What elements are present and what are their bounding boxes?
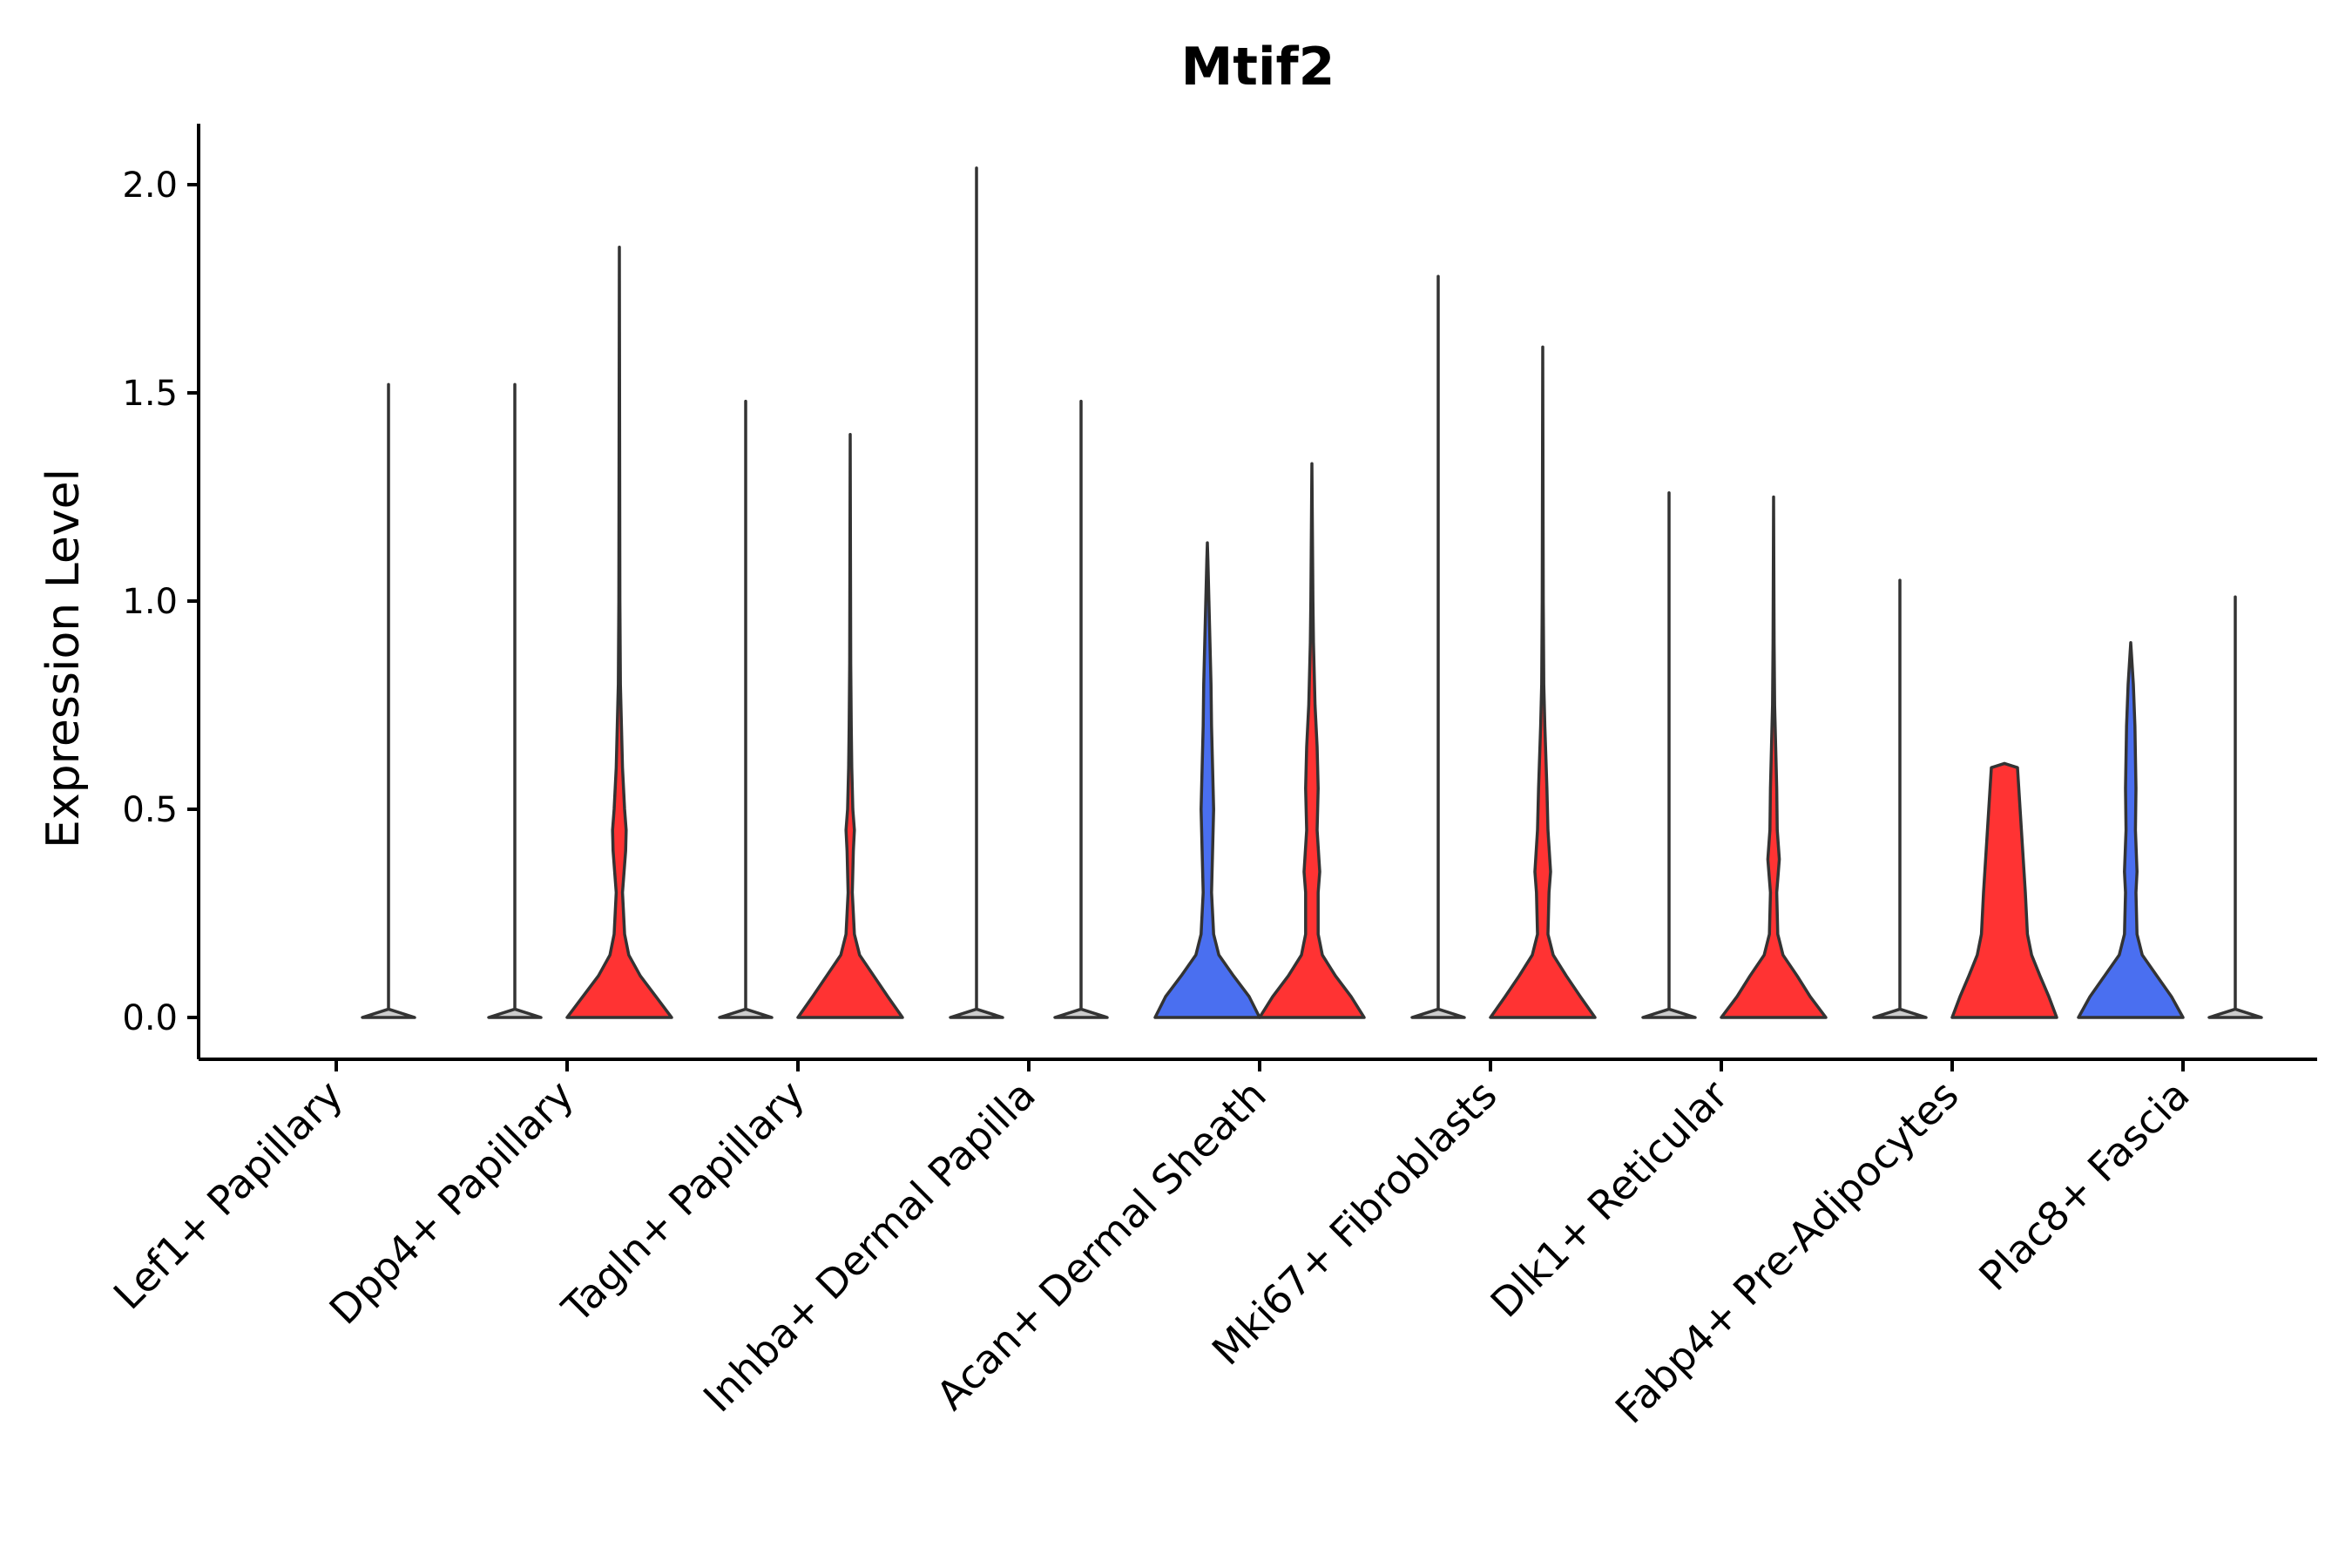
violin-group1 [1641,490,1697,1019]
violin-group1 [487,382,543,1019]
violin-group2 [1053,399,1109,1019]
x-tick-label: Plac8+ Fascia [1970,1071,2198,1300]
violin-group2 [361,382,416,1019]
y-axis: 0.0 0.5 1.0 1.5 2.0 [122,124,200,1059]
x-tick-label: Dpp4+ Papillary [321,1071,583,1334]
violin-group1 [1410,274,1466,1019]
violin-group2 [1489,345,1597,1019]
chart-title: Mtif2 [1181,37,1335,98]
y-tick-label: 1.0 [122,582,178,622]
y-tick-label: 0.5 [122,790,178,830]
y-tick-label: 2.0 [122,166,178,206]
y-tick-label: 0.0 [122,998,178,1038]
violin-group2 [2207,595,2263,1019]
y-tick-label: 1.5 [122,374,178,414]
violin-group2 [1950,761,2058,1019]
violin-group2 [565,245,673,1019]
violin-group [361,166,2263,1019]
x-tick-label: Tagln+ Papillary [552,1071,814,1333]
violin-group1 [1153,541,1261,1019]
x-tick-label: Dlk1+ Reticular [1482,1071,1737,1327]
violin-group2 [1720,495,1828,1019]
violin-group1 [949,166,1004,1019]
violin-group1 [2077,641,2185,1019]
violin-group1 [718,399,774,1019]
violin-group2 [796,433,904,1019]
x-tick-label: Lef1+ Papillary [105,1071,352,1319]
y-axis-label: Expression Level [37,469,90,848]
violin-group1 [1872,578,1928,1019]
violin-group2 [1258,462,1366,1019]
